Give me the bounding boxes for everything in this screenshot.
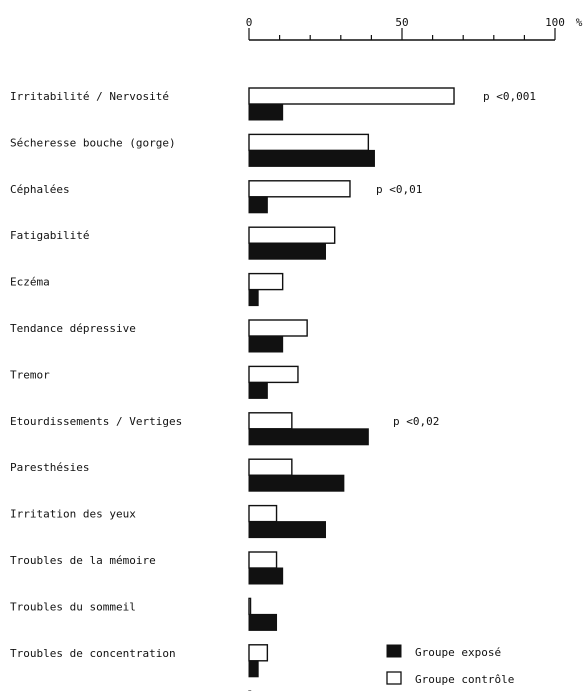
category-label: Troubles de la mémoire bbox=[10, 554, 156, 567]
bar-exposed bbox=[248, 567, 284, 585]
category-labels: Irritabilité / Nervosité Sécheresse bouch… bbox=[10, 90, 182, 660]
bar-exposed bbox=[248, 474, 345, 492]
category-label: Irritation des yeux bbox=[10, 508, 136, 521]
bar-exposed bbox=[248, 242, 326, 260]
category-label: Paresthésies bbox=[10, 461, 89, 474]
bar-control bbox=[248, 319, 308, 337]
category-label: Céphalées bbox=[10, 183, 70, 196]
x-tick-label: 0 bbox=[246, 16, 253, 29]
bar-exposed bbox=[248, 660, 259, 678]
bar-control bbox=[248, 87, 455, 105]
p-value-label: p <0,001 bbox=[483, 90, 536, 103]
bar-control bbox=[248, 133, 370, 152]
x-axis: 0 50 100% bbox=[246, 16, 583, 41]
bar-control bbox=[248, 597, 252, 616]
category-label: Sécheresse bouche (gorge) bbox=[10, 136, 176, 149]
p-value-label: p <0,02 bbox=[393, 415, 439, 428]
category-label: Etourdissements / Vertiges bbox=[10, 415, 182, 428]
bar-control bbox=[248, 504, 278, 523]
legend-swatch-control bbox=[386, 671, 402, 685]
x-axis-unit: % bbox=[576, 16, 583, 29]
bar-control bbox=[248, 226, 336, 244]
bar-control bbox=[248, 272, 284, 291]
bar-control bbox=[248, 365, 299, 384]
bar-exposed bbox=[248, 196, 268, 214]
category-label: Tendance dépressive bbox=[10, 322, 136, 335]
bar-exposed bbox=[248, 613, 278, 631]
category-label: Irritabilité / Nervosité bbox=[10, 90, 169, 103]
legend: Groupe exposé Groupe contrôle bbox=[386, 644, 514, 686]
category-label: Eczéma bbox=[10, 276, 50, 289]
category-label: Troubles du sommeil bbox=[10, 600, 136, 613]
bar-exposed bbox=[248, 103, 284, 121]
p-value-annotations: p <0,001 p <0,01 p <0,02 bbox=[376, 90, 536, 428]
legend-label-exposed: Groupe exposé bbox=[415, 646, 501, 659]
category-label: Fatigabilité bbox=[10, 229, 89, 242]
bar-exposed bbox=[248, 381, 268, 399]
x-tick-label: 50 bbox=[395, 16, 408, 29]
x-tick-label: 100 bbox=[545, 16, 565, 29]
bars bbox=[248, 87, 455, 691]
legend-swatch-exposed bbox=[386, 644, 402, 658]
p-value-label: p <0,01 bbox=[376, 183, 422, 196]
bar-exposed bbox=[248, 335, 284, 353]
category-label: Tremor bbox=[10, 368, 50, 381]
bar-exposed bbox=[248, 289, 259, 307]
bar-control bbox=[248, 644, 269, 662]
bar-exposed bbox=[248, 428, 369, 446]
bar-exposed bbox=[248, 149, 375, 167]
bar-control bbox=[248, 551, 278, 569]
bar-control bbox=[248, 412, 293, 430]
bar-control bbox=[248, 180, 351, 198]
bar-exposed bbox=[248, 521, 326, 539]
legend-label-control: Groupe contrôle bbox=[415, 673, 514, 686]
bar-control bbox=[248, 458, 293, 476]
category-label: Troubles de concentration bbox=[10, 647, 176, 660]
